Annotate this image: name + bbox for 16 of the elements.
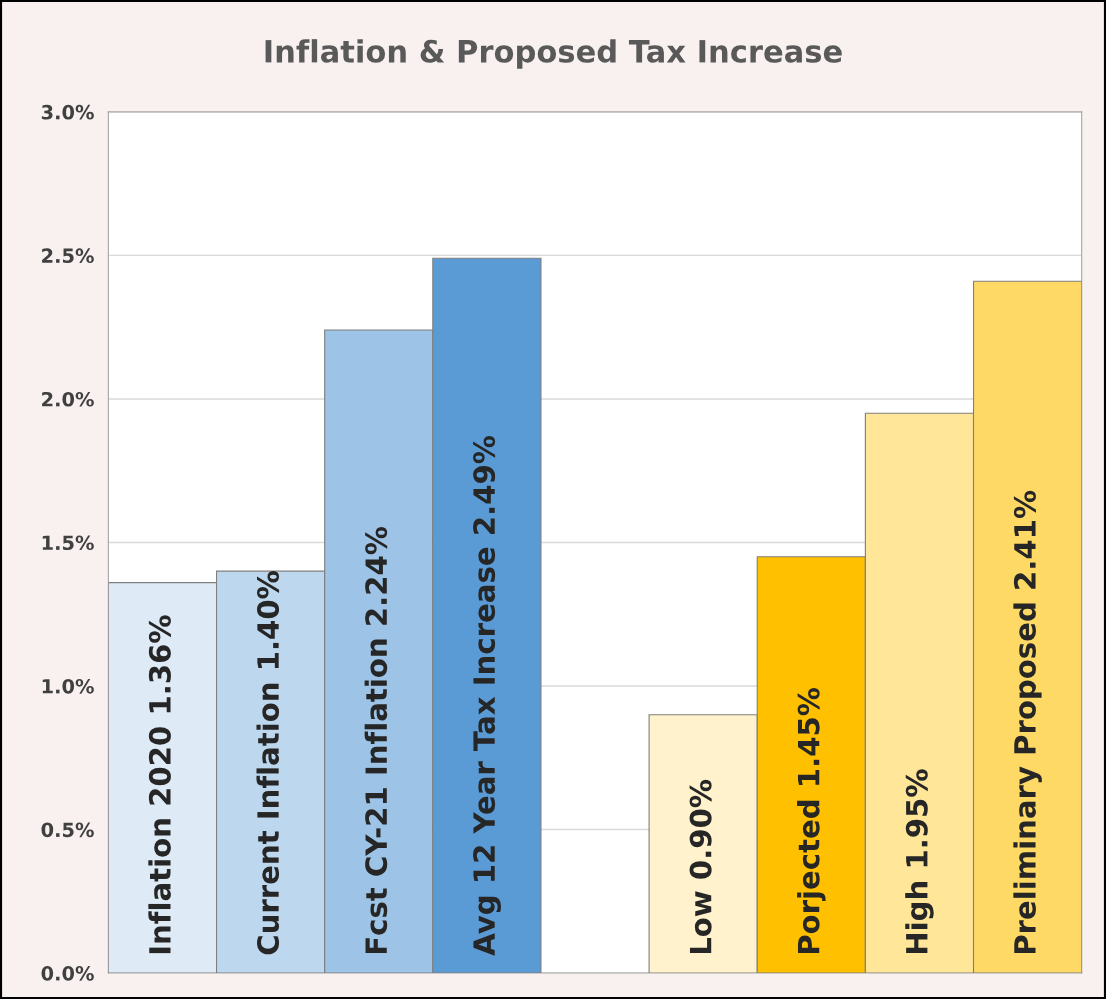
x-tick-label: Fcst CY-21 Inflation 2.24% (364, 526, 388, 954)
x-tick-label: Preliminary Proposed 2.41% (1013, 490, 1042, 954)
y-tick-label: 3.0% (41, 104, 94, 120)
chart-title: Inflation & Proposed Tax Increase (265, 39, 842, 69)
x-tick-label: Low 0.90% (689, 779, 712, 954)
x-tick-label: Porjected 1.45% (797, 687, 826, 954)
x-tick-label: Avg 12 Year Tax Increase 2.49% (473, 435, 501, 956)
x-tick-label: High 1.95% (905, 769, 934, 954)
y-tick-label: 2.5% (42, 248, 94, 264)
y-tick-label: 1.0% (42, 678, 94, 694)
x-tick-label: Current Inflation 1.40% (256, 571, 280, 955)
y-tick-label: 0.5% (41, 822, 94, 838)
y-tick-label: 2.0% (42, 391, 94, 407)
y-tick-label: 0.0% (41, 965, 94, 981)
y-tick-label: 1.5% (42, 535, 94, 551)
x-tick-label: Inflation 2020 1.36% (148, 615, 171, 954)
